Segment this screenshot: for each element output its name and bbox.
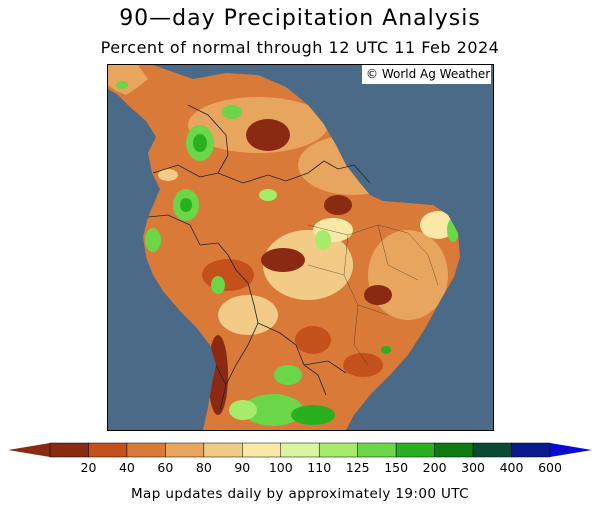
legend-arrow-low: [8, 443, 50, 457]
legend-tick-label: 125: [346, 460, 370, 475]
legend-swatch: [126, 442, 166, 458]
map-title: 90—day Precipitation Analysis: [119, 6, 481, 31]
state-borders: [307, 224, 439, 366]
precipitation-map: [107, 64, 494, 431]
legend-swatch: [203, 442, 243, 458]
legend-swatch: [165, 442, 205, 458]
copyright-credit: © World Ag Weather: [362, 65, 491, 84]
legend-tick-label: 110: [307, 460, 331, 475]
legend-colorbar: 20 40 60 80 90 100 110 125 150 200 300 400 600: [8, 442, 592, 475]
map-subtitle: Percent of normal through 12 UTC 11 Feb …: [100, 38, 500, 57]
legend-tick-label: 200: [423, 460, 447, 475]
legend-tick-label: 400: [500, 460, 524, 475]
legend-tick-label: 60: [157, 460, 173, 475]
legend-swatch: [434, 442, 474, 458]
legend-tick-label: 20: [81, 460, 97, 475]
legend-swatch: [472, 442, 512, 458]
legend-arrow-high: [550, 443, 592, 457]
update-note: Map updates daily by approximately 19:00…: [130, 486, 469, 502]
legend-tick-label: 90: [234, 460, 250, 475]
legend-swatch: [49, 442, 89, 458]
legend-tick-label: 300: [461, 460, 485, 475]
legend-swatch: [357, 442, 397, 458]
map-svg: [108, 65, 493, 430]
legend-tick-label: 600: [538, 460, 562, 475]
legend-tick-label: 80: [196, 460, 212, 475]
legend-tick-label: 100: [269, 460, 293, 475]
country-borders: [147, 104, 371, 411]
legend-swatch: [395, 442, 435, 458]
legend-swatch: [318, 442, 358, 458]
legend-swatch: [88, 442, 128, 458]
legend-tick-label: 40: [119, 460, 135, 475]
legend-swatch: [242, 442, 282, 458]
legend-tick-label: 150: [384, 460, 408, 475]
legend-swatch: [511, 442, 551, 458]
legend-swatch: [280, 442, 320, 458]
